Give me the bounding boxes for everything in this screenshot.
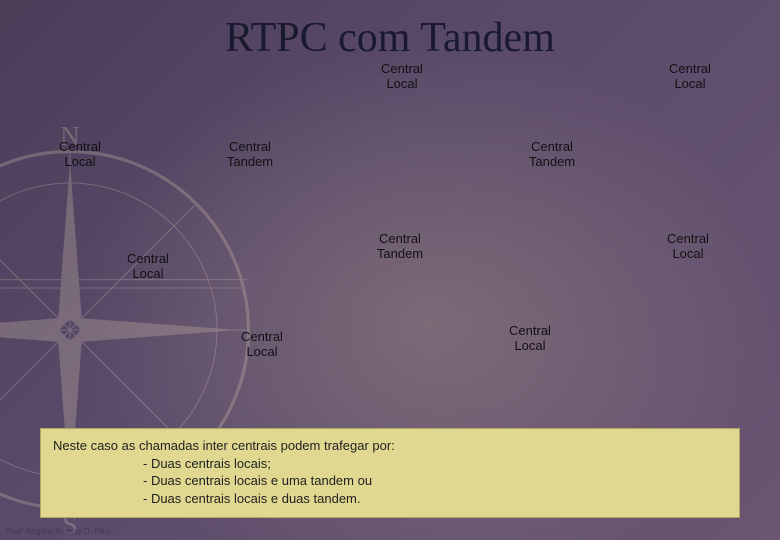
diagram-node-cl-top-right: Central Local <box>650 62 730 92</box>
node-label: Central Tandem <box>210 140 290 170</box>
textbox-item: - Duas centrais locais e uma tandem ou <box>53 472 727 490</box>
explanation-textbox: Neste caso as chamadas inter centrais po… <box>40 428 740 518</box>
node-label: Central Local <box>108 252 188 282</box>
slide-title: RTPC com Tandem <box>0 14 780 62</box>
diagram-node-cl-mid-right: Central Local <box>648 232 728 262</box>
node-label: Central Local <box>40 140 120 170</box>
textbox-lead: Neste caso as chamadas inter centrais po… <box>53 437 727 455</box>
node-label: Central Tandem <box>512 140 592 170</box>
node-label: Central Tandem <box>360 232 440 262</box>
diagram-node-cl-bot-right: Central Local <box>490 324 570 354</box>
textbox-item: - Duas centrais locais; <box>53 455 727 473</box>
node-label: Central Local <box>650 62 730 92</box>
diagram-node-ct-right: Central Tandem <box>512 140 592 170</box>
node-label: Central Local <box>648 232 728 262</box>
diagram-node-cl-mid-left: Central Local <box>108 252 188 282</box>
author-footer: Profº Rogério Ramos O. Filho <box>6 527 112 536</box>
node-label: Central Local <box>490 324 570 354</box>
diagram-node-ct-mid: Central Tandem <box>360 232 440 262</box>
diagram-node-ct-left: Central Tandem <box>210 140 290 170</box>
diagram-node-cl-left: Central Local <box>40 140 120 170</box>
diagram-node-cl-top-mid: Central Local <box>362 62 442 92</box>
node-label: Central Local <box>362 62 442 92</box>
textbox-item: - Duas centrais locais e duas tandem. <box>53 490 727 508</box>
node-label: Central Local <box>222 330 302 360</box>
diagram-node-cl-bot-left: Central Local <box>222 330 302 360</box>
